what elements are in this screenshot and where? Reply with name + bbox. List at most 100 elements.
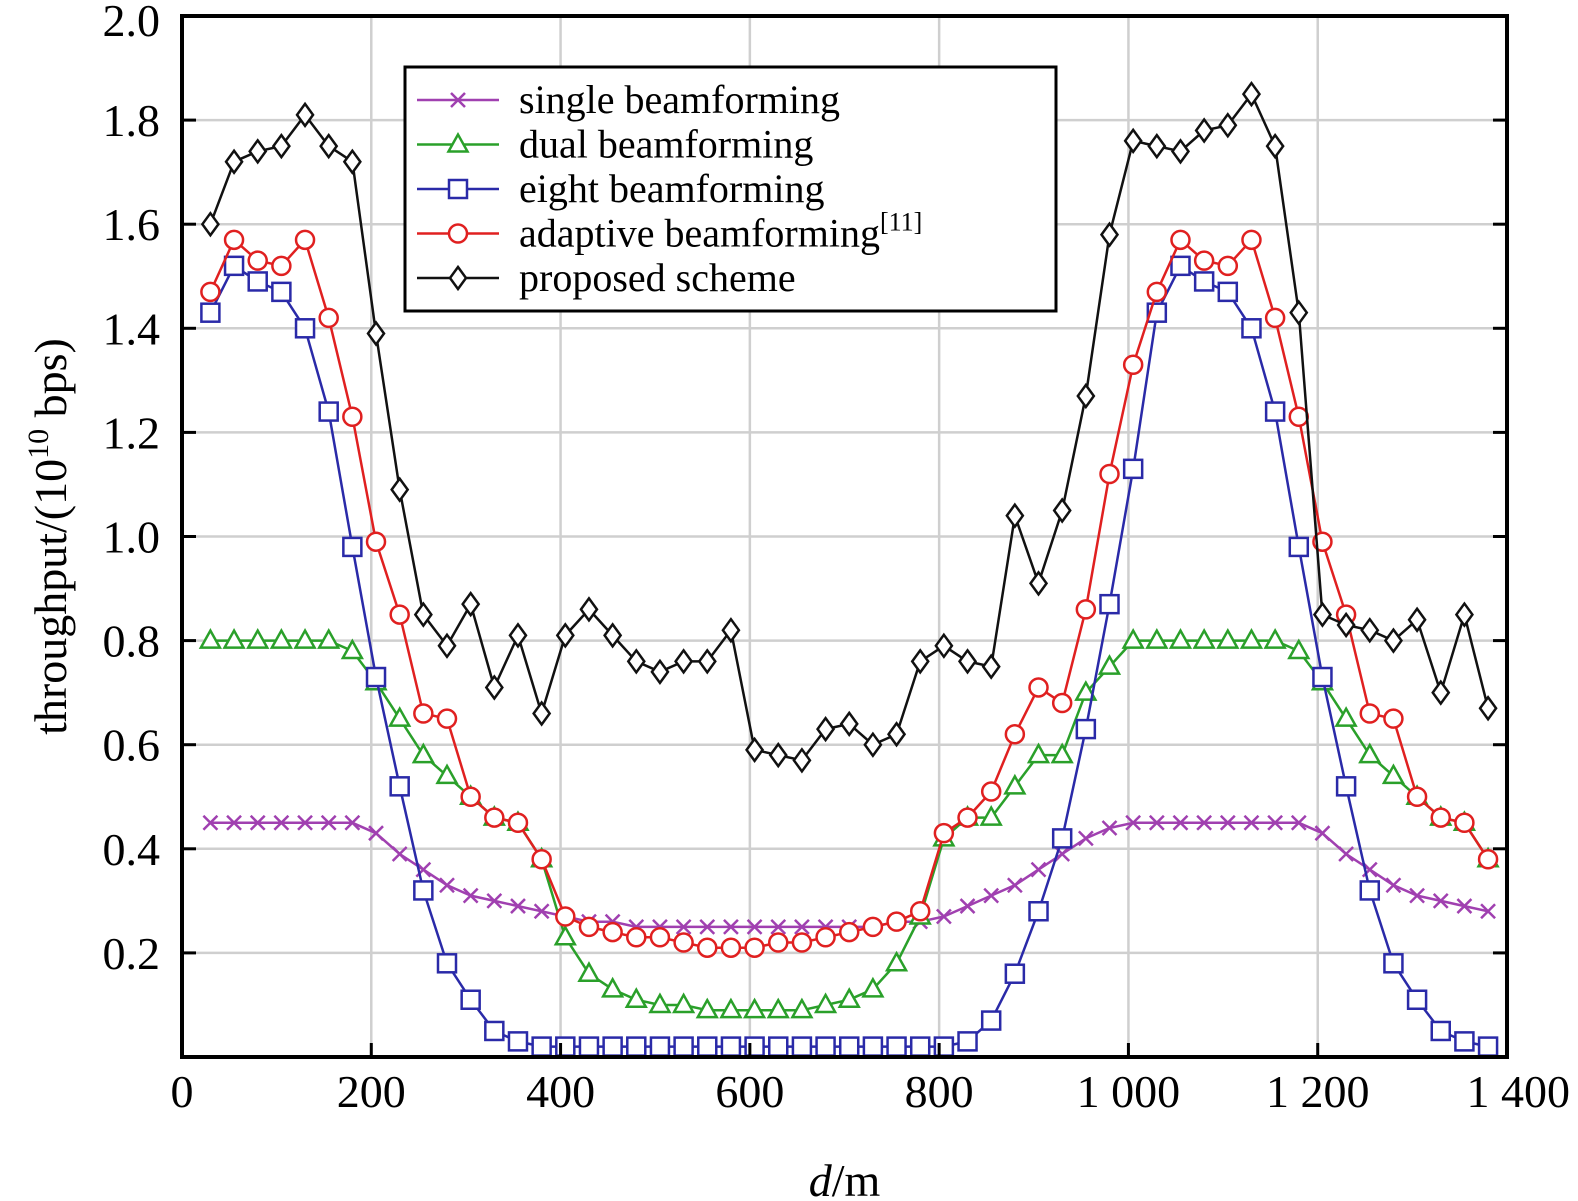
data-point-adaptive-beamforming-11-37 [1075,599,1097,620]
data-point-eight-beamforming-37 [1075,718,1097,740]
data-point-eight-beamforming-49 [1359,880,1381,901]
y-tick-label-7: 1.6 [103,199,161,250]
data-point-dual-beamforming-38 [1097,654,1122,675]
data-point-dual-beamforming-37 [1074,680,1098,701]
y-axis-label: throughput/(1010 bps) [22,338,76,735]
data-point-adaptive-beamforming-11-32 [957,807,978,828]
data-point-adaptive-beamforming-11-20 [673,932,694,953]
legend-marker-single-beamforming [450,92,466,108]
data-point-eight-beamforming-21 [697,1036,718,1057]
data-point-dual-beamforming-5 [317,628,341,649]
data-point-proposed-scheme-9 [413,601,433,628]
data-point-single-beamforming-38 [1101,820,1118,836]
data-point-proposed-scheme-45 [1265,132,1285,160]
data-point-eight-beamforming-1 [223,255,245,277]
y-axis-label-sup: 10 [22,429,55,459]
y-axis-label-suffix: bps) [25,338,76,429]
data-point-adaptive-beamforming-11-45 [1264,307,1286,329]
data-point-eight-beamforming-34 [1004,963,1026,984]
legend-label-single-beamforming: single beamforming [519,77,840,122]
data-point-dual-beamforming-2 [246,628,270,649]
data-point-adaptive-beamforming-11-27 [838,921,860,943]
data-point-eight-beamforming-10 [436,953,458,974]
data-point-single-beamforming-53 [1456,898,1473,914]
data-point-single-beamforming-52 [1432,892,1449,909]
data-point-proposed-scheme-47 [1312,601,1332,628]
data-point-dual-beamforming-29 [884,950,909,972]
data-point-adaptive-beamforming-11-28 [862,916,884,938]
data-point-proposed-scheme-39 [1123,127,1143,155]
x-axis-label-unit: /m [832,1155,881,1201]
data-point-dual-beamforming-22 [719,997,743,1019]
data-point-dual-beamforming-39 [1121,628,1145,649]
data-point-dual-beamforming-24 [766,997,790,1019]
data-point-single-beamforming-31 [935,908,952,925]
data-point-dual-beamforming-42 [1192,628,1216,649]
data-point-adaptive-beamforming-11-51 [1406,786,1428,807]
data-point-dual-beamforming-25 [790,997,814,1019]
data-point-dual-beamforming-1 [222,628,246,649]
data-point-single-beamforming-11 [462,887,479,904]
data-point-single-beamforming-2 [249,814,266,831]
data-point-eight-beamforming-50 [1383,953,1404,974]
data-point-dual-beamforming-50 [1381,763,1406,785]
data-point-adaptive-beamforming-11-26 [815,927,836,948]
data-point-single-beamforming-33 [983,887,1000,904]
data-point-eight-beamforming-14 [531,1036,552,1057]
data-point-adaptive-beamforming-11-40 [1146,281,1168,303]
x-tick-label-1: 200 [337,1066,406,1117]
data-point-proposed-scheme-4 [295,101,315,129]
data-point-single-beamforming-51 [1409,887,1425,904]
data-point-adaptive-beamforming-11-7 [365,531,387,552]
data-point-single-beamforming-23 [746,918,763,935]
data-point-proposed-scheme-16 [579,596,599,623]
data-point-dual-beamforming-41 [1168,628,1193,649]
data-point-proposed-scheme-1 [224,148,244,175]
data-point-eight-beamforming-28 [862,1036,884,1057]
data-point-proposed-scheme-27 [839,710,859,738]
data-point-adaptive-beamforming-11-46 [1288,406,1310,428]
data-point-single-beamforming-8 [391,846,408,862]
data-point-eight-beamforming-5 [318,401,339,422]
data-point-proposed-scheme-3 [271,132,291,160]
data-point-adaptive-beamforming-11-54 [1477,848,1499,870]
series-layer [198,80,1500,1057]
data-point-proposed-scheme-38 [1099,221,1120,248]
data-point-eight-beamforming-23 [744,1036,765,1057]
data-point-adaptive-beamforming-11-6 [342,406,363,428]
data-point-proposed-scheme-10 [437,632,457,659]
data-point-dual-beamforming-34 [1003,773,1027,795]
data-point-adaptive-beamforming-11-2 [247,250,268,271]
data-point-single-beamforming-1 [226,814,242,831]
data-point-eight-beamforming-24 [768,1036,789,1057]
data-point-proposed-scheme-25 [792,747,812,774]
data-point-proposed-scheme-0 [200,211,220,238]
data-point-single-beamforming-6 [344,814,361,831]
data-point-eight-beamforming-48 [1335,776,1357,797]
data-point-single-beamforming-35 [1030,861,1047,878]
data-point-eight-beamforming-41 [1170,255,1191,277]
data-point-eight-beamforming-36 [1051,828,1073,849]
data-point-proposed-scheme-21 [697,648,717,675]
data-point-proposed-scheme-28 [863,731,883,758]
data-point-proposed-scheme-14 [532,700,552,727]
data-point-adaptive-beamforming-11-4 [294,229,316,251]
x-tick-label-4: 800 [905,1066,974,1117]
legend-label-sup-adaptive-beamforming-11: [11] [880,208,922,237]
data-point-eight-beamforming-31 [933,1036,955,1057]
data-point-eight-beamforming-2 [247,271,268,292]
data-point-adaptive-beamforming-11-16 [578,916,600,938]
data-point-dual-beamforming-21 [695,997,719,1019]
data-point-single-beamforming-3 [273,814,290,831]
data-point-eight-beamforming-45 [1264,401,1286,422]
data-point-single-beamforming-41 [1172,814,1189,831]
data-point-eight-beamforming-26 [815,1036,836,1057]
data-point-single-beamforming-24 [770,918,787,935]
data-point-eight-beamforming-35 [1028,901,1049,922]
data-point-proposed-scheme-52 [1431,679,1451,706]
data-point-adaptive-beamforming-11-36 [1051,692,1073,714]
data-point-proposed-scheme-41 [1170,138,1191,165]
data-point-single-beamforming-32 [959,898,976,914]
data-point-adaptive-beamforming-11-24 [768,932,789,953]
data-point-single-beamforming-47 [1314,825,1331,842]
